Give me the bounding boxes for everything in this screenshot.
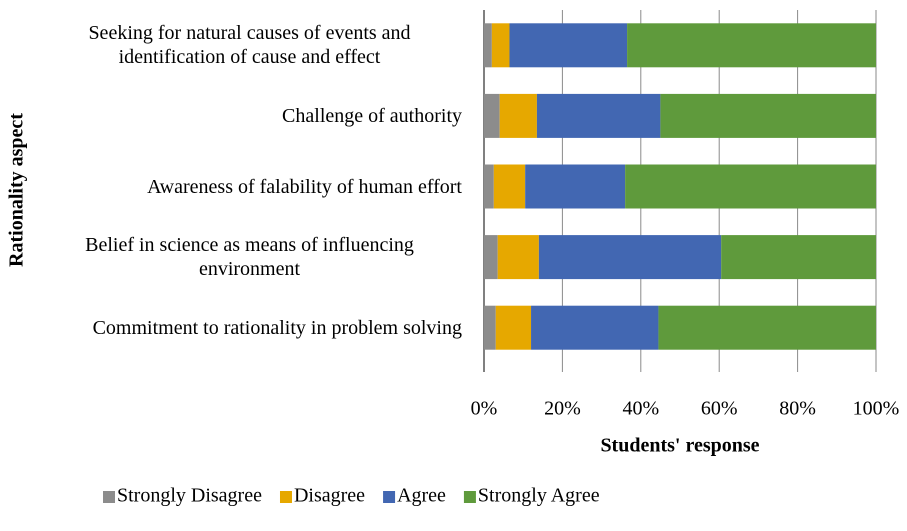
legend-swatch [383,491,396,503]
bar-segment [536,93,661,138]
bar-segment [660,93,876,138]
y-tick-label: Seeking for natural causes of events and… [88,22,411,69]
x-tick-label: 40% [622,398,659,420]
bar-segment [509,23,628,68]
legend-label: Strongly Agree [478,485,600,507]
x-tick-label: 0% [471,398,498,420]
legend-label: Strongly Disagree [117,485,262,507]
category-label-wrap: Seeking for natural causes of events and… [37,21,462,69]
category-label-wrap: Challenge of authority [282,104,462,128]
legend-swatch [279,491,292,503]
bar-segment [493,164,526,209]
bar-segment [484,93,500,138]
y-tick-label: Commitment to rationality in problem sol… [92,316,462,339]
bar-segment [497,235,539,280]
bar-segment [491,23,510,68]
bar-segment [538,235,722,280]
legend-label: Disagree [294,485,365,507]
bar-segment [721,235,876,280]
y-axis-title: Rationality aspect [6,113,28,267]
y-tick-label: Challenge of authority [282,104,462,127]
bar-segment [495,305,532,350]
category-label-wrap: Awareness of falability of human effort [147,175,462,199]
legend-label: Agree [397,485,446,507]
y-tick-label: Belief in science as means of influencin… [85,234,414,281]
bar-segment [627,23,876,68]
y-tick-label: Awareness of falability of human effort [147,175,462,198]
bar-segment [499,93,537,138]
legend-swatch [463,491,476,503]
bar-segment [484,305,496,350]
x-tick-label: 80% [779,398,816,420]
bar-segment [484,164,494,209]
bar-segment [525,164,626,209]
bar-segment [625,164,876,209]
category-label-wrap: Commitment to rationality in problem sol… [93,316,462,340]
legend-swatch [103,491,115,503]
x-axis-title: Students' response [600,435,759,457]
bar-segment [484,23,492,68]
bar-segment [531,305,659,350]
bar-segment [658,305,876,350]
x-tick-label: 60% [701,398,738,420]
x-tick-label: 20% [544,398,581,420]
category-label-wrap: Belief in science as means of influencin… [37,233,462,281]
bar-segment [484,235,498,280]
x-tick-label: 100% [853,398,900,420]
